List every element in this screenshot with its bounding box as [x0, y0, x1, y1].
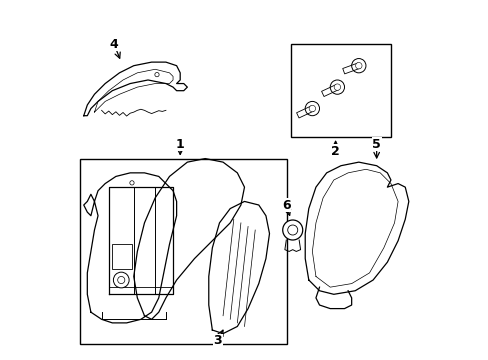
Circle shape: [308, 105, 315, 112]
Circle shape: [329, 80, 344, 94]
Text: 3: 3: [213, 334, 222, 347]
Circle shape: [155, 72, 159, 77]
Circle shape: [130, 181, 134, 185]
Circle shape: [287, 225, 297, 235]
Text: 4: 4: [109, 38, 118, 51]
Text: 6: 6: [282, 198, 290, 212]
Circle shape: [305, 102, 319, 116]
Circle shape: [282, 220, 302, 240]
Text: 5: 5: [371, 138, 380, 151]
Circle shape: [351, 59, 365, 73]
Text: 1: 1: [176, 138, 184, 151]
Circle shape: [355, 63, 361, 69]
Bar: [290, 44, 390, 137]
Bar: [80, 158, 287, 344]
Circle shape: [118, 276, 124, 284]
Circle shape: [333, 84, 340, 90]
Circle shape: [113, 272, 129, 288]
Text: 2: 2: [330, 145, 339, 158]
Bar: [112, 244, 132, 269]
